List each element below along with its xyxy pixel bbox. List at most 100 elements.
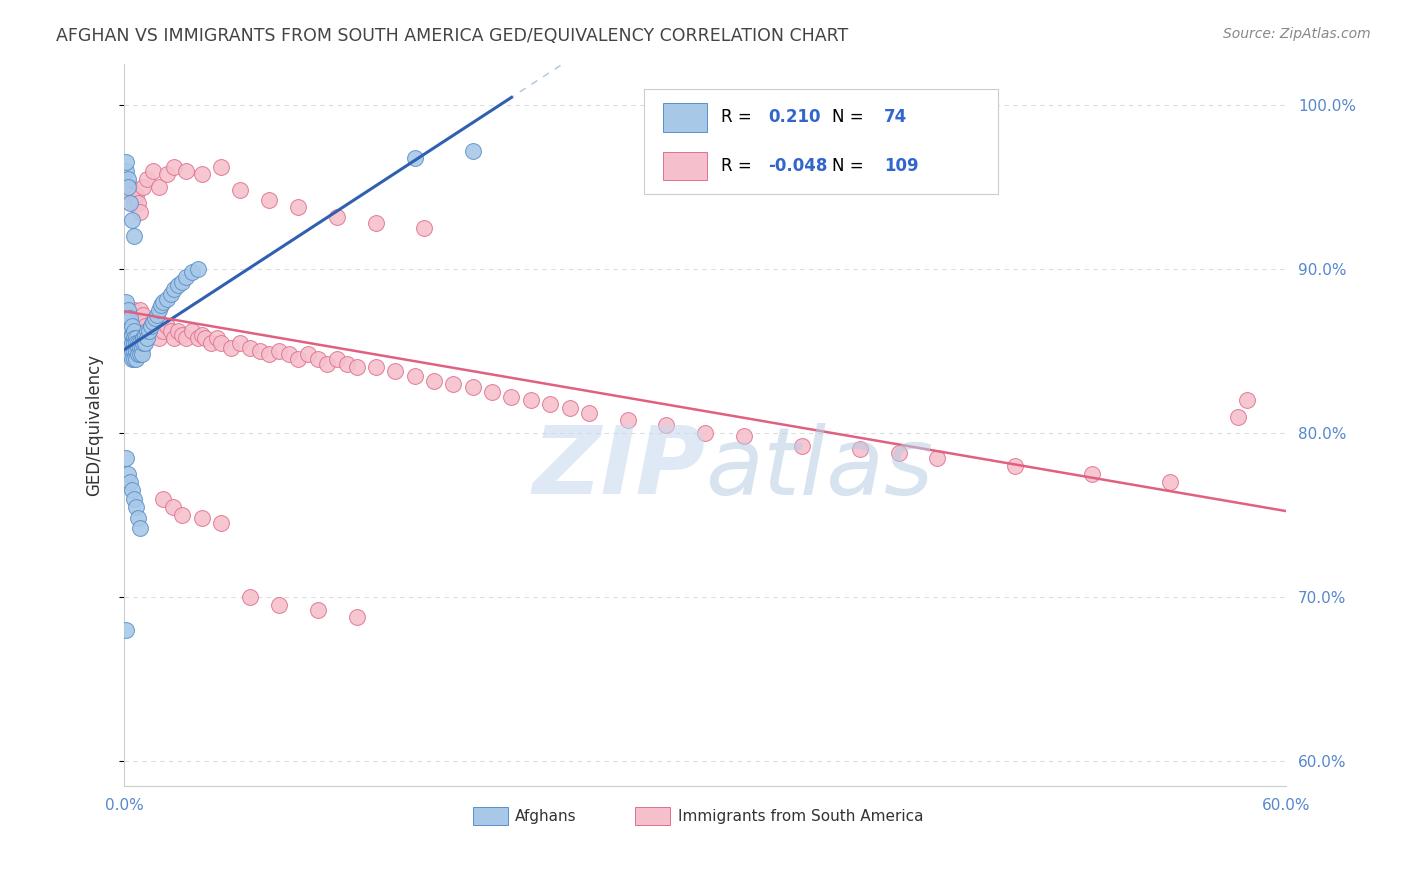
Point	[117, 467, 139, 481]
Point	[125, 308, 148, 322]
Point	[501, 390, 523, 404]
Point	[141, 319, 163, 334]
Point	[128, 335, 150, 350]
Point	[209, 516, 232, 531]
Point	[163, 282, 186, 296]
Point	[1081, 467, 1104, 481]
Point	[118, 347, 141, 361]
Point	[121, 311, 143, 326]
Point	[121, 188, 143, 202]
Point	[172, 508, 194, 522]
Point	[117, 172, 139, 186]
Point	[287, 200, 309, 214]
Point	[174, 163, 197, 178]
Point	[156, 167, 179, 181]
Point	[134, 327, 156, 342]
Point	[190, 327, 212, 342]
Point	[122, 196, 145, 211]
Point	[326, 352, 349, 367]
Point	[190, 511, 212, 525]
Point	[121, 325, 143, 339]
Point	[163, 161, 186, 175]
Point	[127, 335, 149, 350]
Point	[1004, 458, 1026, 473]
Point	[125, 335, 148, 350]
Point	[364, 360, 387, 375]
Point	[127, 314, 149, 328]
Point	[128, 521, 150, 535]
Point	[172, 275, 194, 289]
Point	[117, 314, 139, 328]
Point	[115, 155, 138, 169]
Point	[131, 325, 153, 339]
Point	[122, 303, 145, 318]
Point	[187, 331, 209, 345]
Point	[127, 327, 149, 342]
Point	[167, 325, 190, 339]
Point	[159, 286, 181, 301]
Point	[131, 347, 153, 361]
Point	[117, 325, 139, 339]
Point	[141, 319, 163, 334]
Point	[122, 491, 145, 506]
Point	[143, 319, 166, 334]
Point	[118, 341, 141, 355]
Text: Afghans: Afghans	[515, 809, 576, 824]
Point	[336, 357, 359, 371]
Point	[616, 413, 638, 427]
Point	[134, 335, 156, 350]
Point	[148, 303, 170, 318]
Point	[118, 319, 141, 334]
Point	[128, 347, 150, 361]
Point	[122, 331, 145, 345]
Point	[132, 308, 155, 322]
Point	[118, 331, 141, 345]
Text: 109: 109	[884, 157, 918, 175]
Point	[326, 210, 349, 224]
Point	[115, 450, 138, 465]
Point	[115, 623, 138, 637]
Point	[117, 308, 139, 322]
Point	[655, 417, 678, 432]
Text: 0.210: 0.210	[768, 108, 820, 127]
Point	[128, 303, 150, 318]
Point	[117, 335, 139, 350]
Point	[693, 426, 716, 441]
Point	[249, 344, 271, 359]
Point	[117, 303, 139, 318]
Point	[887, 446, 910, 460]
Text: atlas: atlas	[704, 423, 934, 514]
Point	[131, 341, 153, 355]
Text: N =: N =	[832, 108, 869, 127]
Point	[277, 347, 299, 361]
Point	[128, 319, 150, 334]
Point	[172, 327, 194, 342]
Point	[307, 352, 329, 367]
Point	[364, 216, 387, 230]
Bar	[636, 807, 671, 825]
Point	[134, 319, 156, 334]
Point	[219, 341, 242, 355]
Point	[149, 298, 172, 312]
Point	[148, 180, 170, 194]
Point	[187, 262, 209, 277]
Point	[190, 167, 212, 181]
Point	[127, 196, 149, 211]
Point	[138, 325, 160, 339]
Text: Source: ZipAtlas.com: Source: ZipAtlas.com	[1223, 27, 1371, 41]
Point	[152, 325, 174, 339]
Point	[423, 374, 446, 388]
Point	[118, 303, 141, 318]
Point	[132, 314, 155, 328]
Point	[115, 311, 138, 326]
Point	[148, 331, 170, 345]
Point	[259, 193, 281, 207]
Point	[132, 335, 155, 350]
Point	[229, 335, 252, 350]
Point	[297, 347, 319, 361]
Point	[287, 352, 309, 367]
Point	[132, 180, 155, 194]
FancyBboxPatch shape	[644, 89, 998, 194]
Bar	[664, 103, 707, 132]
Point	[128, 341, 150, 355]
